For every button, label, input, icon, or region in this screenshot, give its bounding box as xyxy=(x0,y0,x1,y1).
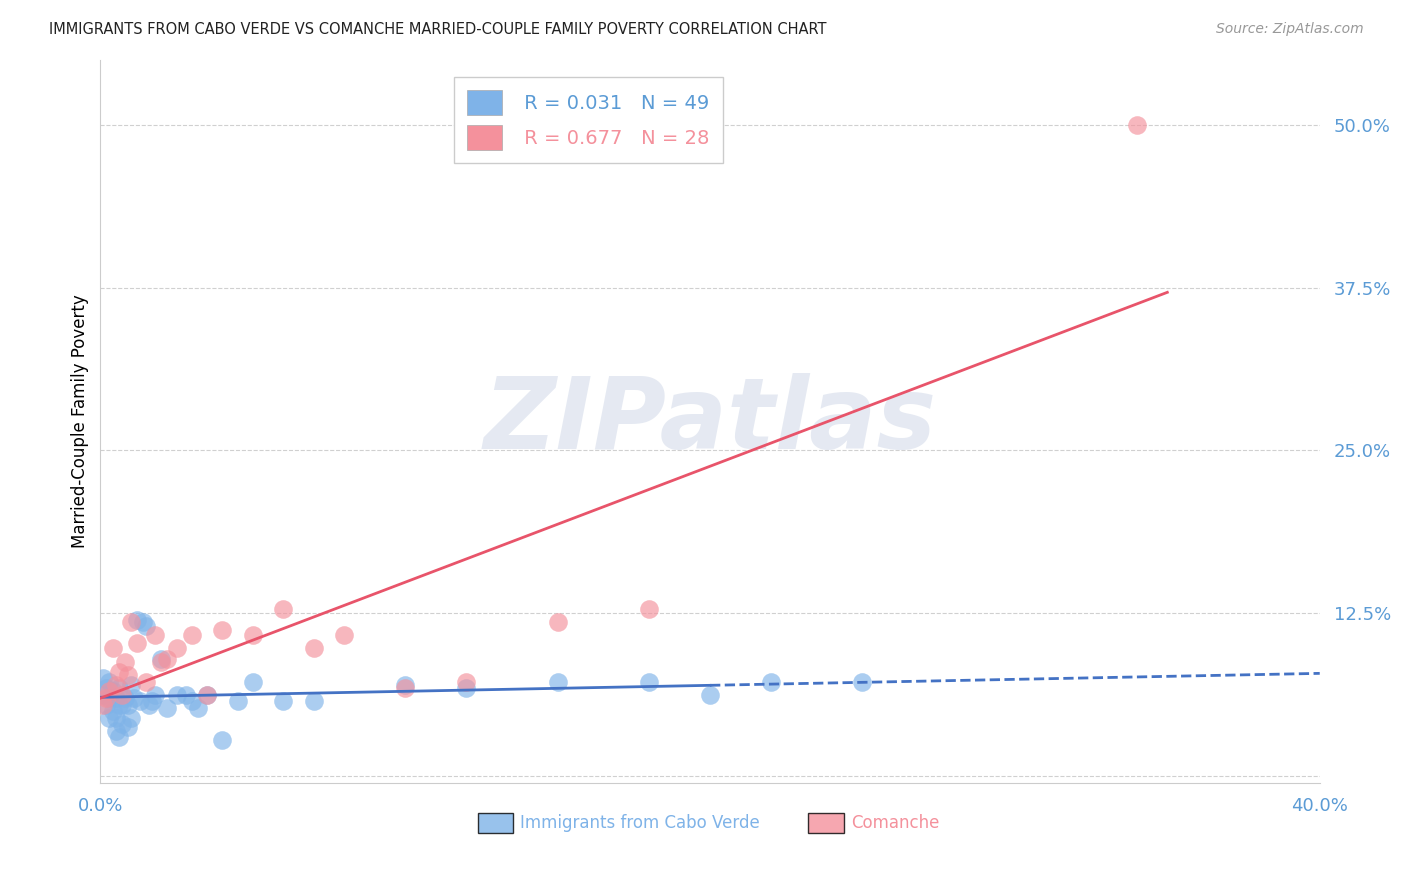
Point xyxy=(132,615,155,630)
Point xyxy=(333,628,356,642)
Point xyxy=(638,602,661,616)
Point xyxy=(166,689,188,703)
Point xyxy=(104,710,127,724)
Point xyxy=(93,672,115,686)
Point xyxy=(180,693,202,707)
Point xyxy=(96,681,118,695)
Y-axis label: Married-Couple Family Poverty: Married-Couple Family Poverty xyxy=(72,294,89,548)
Point xyxy=(93,698,115,712)
Point xyxy=(120,615,142,630)
Point xyxy=(117,667,139,681)
Point xyxy=(699,689,721,703)
Legend:  R = 0.031   N = 49,  R = 0.677   N = 28: R = 0.031 N = 49, R = 0.677 N = 28 xyxy=(454,77,723,163)
Point xyxy=(242,675,264,690)
Point xyxy=(104,690,127,705)
Point xyxy=(226,693,249,707)
Point xyxy=(125,613,148,627)
Point xyxy=(211,732,233,747)
Point xyxy=(156,652,179,666)
Point xyxy=(166,641,188,656)
Text: ZIPatlas: ZIPatlas xyxy=(484,373,936,469)
Point xyxy=(98,675,121,690)
Point xyxy=(129,693,152,707)
Point xyxy=(242,628,264,642)
Point xyxy=(107,681,129,695)
Point xyxy=(117,720,139,734)
Point xyxy=(143,628,166,642)
Point xyxy=(125,636,148,650)
Point xyxy=(195,689,218,703)
Point xyxy=(96,698,118,712)
Point xyxy=(122,690,145,705)
Point xyxy=(271,602,294,616)
Point xyxy=(394,678,416,692)
Text: Source: ZipAtlas.com: Source: ZipAtlas.com xyxy=(1216,22,1364,37)
Point xyxy=(456,681,478,695)
Point xyxy=(120,678,142,692)
Point xyxy=(98,710,121,724)
Point xyxy=(111,689,134,703)
Point xyxy=(98,684,121,698)
Point xyxy=(547,615,569,630)
Point xyxy=(394,681,416,695)
Point xyxy=(135,675,157,690)
Point xyxy=(150,652,173,666)
Point xyxy=(111,698,134,712)
Point xyxy=(101,704,124,718)
Point xyxy=(114,690,136,705)
Point xyxy=(302,693,325,707)
Point xyxy=(187,701,209,715)
Point xyxy=(195,689,218,703)
Point xyxy=(851,675,873,690)
Point xyxy=(638,675,661,690)
Point xyxy=(141,693,163,707)
Point xyxy=(104,723,127,738)
Point xyxy=(547,675,569,690)
Point xyxy=(93,689,115,703)
Point xyxy=(107,730,129,744)
Point xyxy=(302,641,325,656)
Point xyxy=(120,710,142,724)
Point xyxy=(101,684,124,698)
Point xyxy=(174,689,197,703)
Point xyxy=(143,689,166,703)
Point xyxy=(138,698,160,712)
Point xyxy=(759,675,782,690)
Point xyxy=(117,698,139,712)
Point xyxy=(1126,118,1149,132)
Text: IMMIGRANTS FROM CABO VERDE VS COMANCHE MARRIED-COUPLE FAMILY POVERTY CORRELATION: IMMIGRANTS FROM CABO VERDE VS COMANCHE M… xyxy=(49,22,827,37)
Text: Immigrants from Cabo Verde: Immigrants from Cabo Verde xyxy=(520,814,761,832)
Point xyxy=(96,690,118,705)
Point xyxy=(135,619,157,633)
Point xyxy=(107,665,129,679)
Point xyxy=(101,641,124,656)
Point xyxy=(150,655,173,669)
Point xyxy=(271,693,294,707)
Point xyxy=(104,678,127,692)
Point xyxy=(98,690,121,705)
Point xyxy=(180,628,202,642)
Point xyxy=(156,701,179,715)
Point xyxy=(107,698,129,712)
Text: Comanche: Comanche xyxy=(851,814,939,832)
Point xyxy=(114,655,136,669)
Point xyxy=(111,717,134,731)
Point xyxy=(211,624,233,638)
Point xyxy=(456,675,478,690)
